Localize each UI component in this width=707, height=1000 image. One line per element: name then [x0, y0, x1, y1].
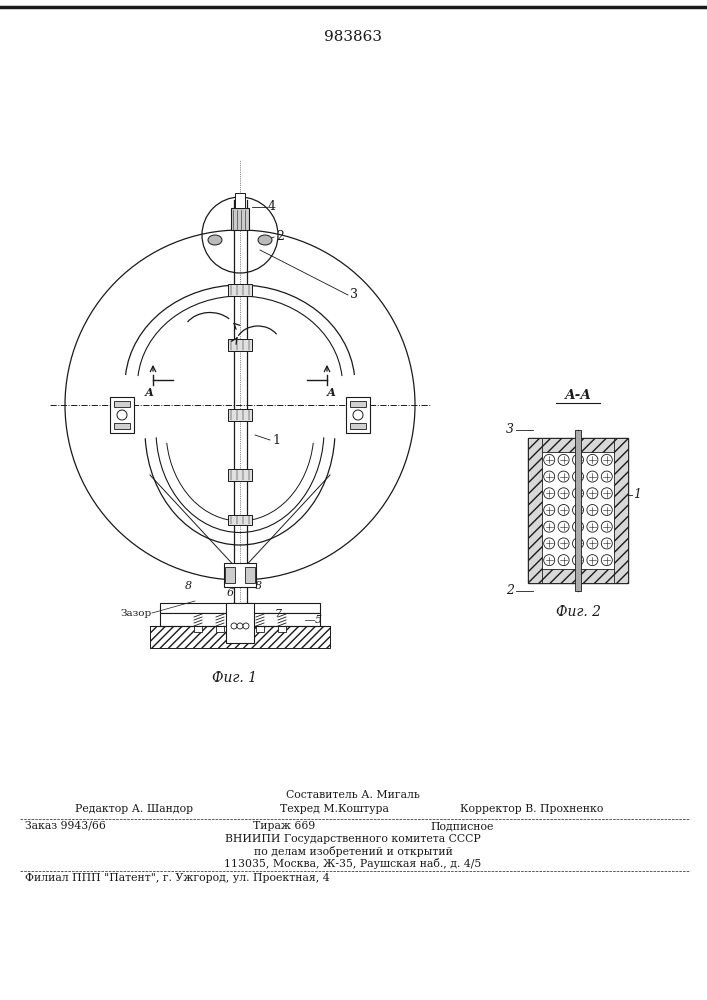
Bar	[528, 438, 542, 582]
Ellipse shape	[117, 410, 127, 420]
Text: Зазор: Зазор	[121, 608, 152, 617]
Bar	[350, 423, 366, 429]
Text: 1: 1	[272, 434, 280, 446]
Text: 3: 3	[506, 423, 514, 436]
Bar	[224, 563, 256, 587]
Bar	[228, 469, 252, 481]
Bar	[194, 626, 202, 632]
Text: 3: 3	[350, 288, 358, 302]
Text: Филиал ППП "Патент", г. Ужгород, ул. Проектная, 4: Филиал ППП "Патент", г. Ужгород, ул. Про…	[25, 873, 329, 883]
Text: 8: 8	[185, 581, 192, 591]
Circle shape	[237, 623, 243, 629]
Text: по делам изобретений и открытий: по делам изобретений и открытий	[254, 846, 452, 857]
Bar	[256, 626, 264, 632]
Text: 2: 2	[506, 584, 514, 597]
Bar	[350, 401, 366, 407]
Bar	[231, 208, 249, 230]
Text: Тираж 669: Тираж 669	[253, 821, 315, 831]
Text: 8: 8	[255, 581, 262, 591]
Bar	[228, 284, 252, 296]
Text: А: А	[144, 386, 153, 397]
Text: Редактор А. Шандор: Редактор А. Шандор	[75, 804, 193, 814]
Text: 5: 5	[315, 615, 322, 625]
Bar	[235, 193, 245, 208]
Text: Фиг. 1: Фиг. 1	[213, 671, 257, 685]
Text: А: А	[327, 386, 336, 397]
Bar	[228, 515, 252, 525]
Circle shape	[231, 623, 237, 629]
Bar	[575, 430, 581, 590]
Text: 6: 6	[226, 588, 233, 598]
Bar	[160, 603, 320, 613]
Bar	[114, 423, 130, 429]
Bar	[225, 567, 235, 583]
Bar	[114, 401, 130, 407]
Ellipse shape	[258, 235, 272, 245]
Text: Корректор В. Прохненко: Корректор В. Прохненко	[460, 804, 603, 814]
Ellipse shape	[353, 410, 363, 420]
Bar	[228, 339, 252, 351]
Text: 7: 7	[275, 609, 282, 619]
Text: 1: 1	[633, 488, 641, 502]
Bar	[278, 626, 286, 632]
Text: Техред М.Коштура: Техред М.Коштура	[280, 804, 389, 814]
Text: Заказ 9943/66: Заказ 9943/66	[25, 821, 106, 831]
Ellipse shape	[208, 235, 222, 245]
Bar	[346, 397, 370, 433]
Bar	[216, 626, 224, 632]
Bar	[528, 568, 628, 582]
Bar	[614, 438, 628, 582]
Bar	[528, 438, 628, 582]
Bar	[228, 409, 252, 421]
Text: 4: 4	[268, 200, 276, 214]
Text: ВНИИПИ Государственного комитета СССР: ВНИИПИ Государственного комитета СССР	[225, 834, 481, 844]
Bar	[245, 567, 255, 583]
Text: Составитель А. Мигаль: Составитель А. Мигаль	[286, 790, 420, 800]
Bar	[110, 397, 134, 433]
Bar	[160, 613, 320, 626]
Bar	[150, 626, 330, 648]
Text: 113035, Москва, Ж-35, Раушская наб., д. 4/5: 113035, Москва, Ж-35, Раушская наб., д. …	[224, 858, 481, 869]
Text: Фиг. 2: Фиг. 2	[556, 605, 600, 619]
Text: Подписное: Подписное	[430, 821, 493, 831]
Circle shape	[243, 623, 249, 629]
Bar	[528, 438, 628, 452]
Text: А-А: А-А	[564, 389, 592, 402]
Bar	[226, 603, 254, 643]
Text: 2: 2	[276, 231, 284, 243]
Text: 983863: 983863	[324, 30, 382, 44]
